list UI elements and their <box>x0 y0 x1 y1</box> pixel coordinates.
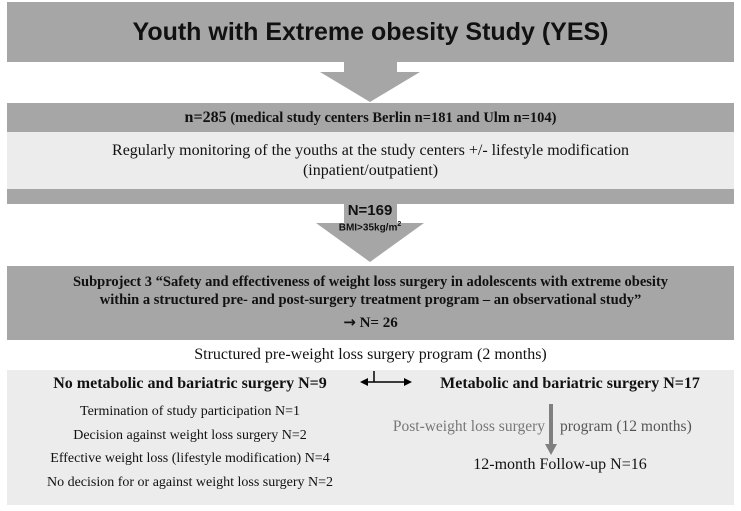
cohort-centers: (medical study centers Berlin n=181 and … <box>230 110 557 126</box>
study-title-box: Youth with Extreme obesity Study (YES) <box>7 2 734 62</box>
post-program-right: program (12 months) <box>560 418 692 435</box>
subproject-line-1: Subproject 3 “Safety and effectiveness o… <box>72 274 669 290</box>
no-surgery-item-decision-against: Decision against weight loss surgery N=2 <box>73 427 307 443</box>
arrow2-n: N=169 <box>347 202 393 219</box>
subproject-n-row: → N= 26 <box>7 313 734 332</box>
subproject-line-2: within a structured pre- and post-surger… <box>99 292 642 308</box>
no-surgery-item-termination: Termination of study participation N=1 <box>80 404 300 419</box>
outcomes-box <box>7 370 734 505</box>
monitoring-box: Regularly monitoring of the youths at th… <box>7 132 734 189</box>
subproject-box: Subproject 3 “Safety and effectiveness o… <box>7 266 734 340</box>
right-arrow-icon: → <box>343 313 356 331</box>
monitoring-line-2: (inpatient/outpatient) <box>302 162 439 179</box>
pre-program-box: Structured pre-weight loss surgery progr… <box>7 340 734 370</box>
monitoring-bottom-strip <box>7 189 734 204</box>
arrow2-criterion: BMI>35kg/m2 <box>320 221 420 233</box>
pre-program-label: Structured pre-weight loss surgery progr… <box>194 346 547 363</box>
subproject-n: N= 26 <box>359 315 398 331</box>
cohort-n: n=285 <box>184 109 227 126</box>
arrow2-criterion-text: BMI>35kg/m <box>338 222 398 234</box>
study-title: Youth with Extreme obesity Study (YES) <box>132 17 609 46</box>
surgery-heading: Metabolic and bariatric surgery N=17 <box>440 375 700 392</box>
no-surgery-item-effective-weight-loss: Effective weight loss (lifestyle modific… <box>50 451 330 466</box>
post-program-left: Post-weight loss surgery <box>392 418 545 435</box>
arrow2-criterion-sup: 2 <box>397 221 402 228</box>
followup-label: 12-month Follow-up N=16 <box>473 456 647 473</box>
cohort-header: n=285 (medical study centers Berlin n=18… <box>7 103 734 132</box>
no-surgery-heading: No metabolic and bariatric surgery N=9 <box>53 375 327 392</box>
no-surgery-item-no-decision: No decision for or against weight loss s… <box>46 474 334 490</box>
no-surgery-list: Termination of study participation N=1 D… <box>20 400 360 494</box>
monitoring-line-1: Regularly monitoring of the youths at th… <box>112 142 629 159</box>
